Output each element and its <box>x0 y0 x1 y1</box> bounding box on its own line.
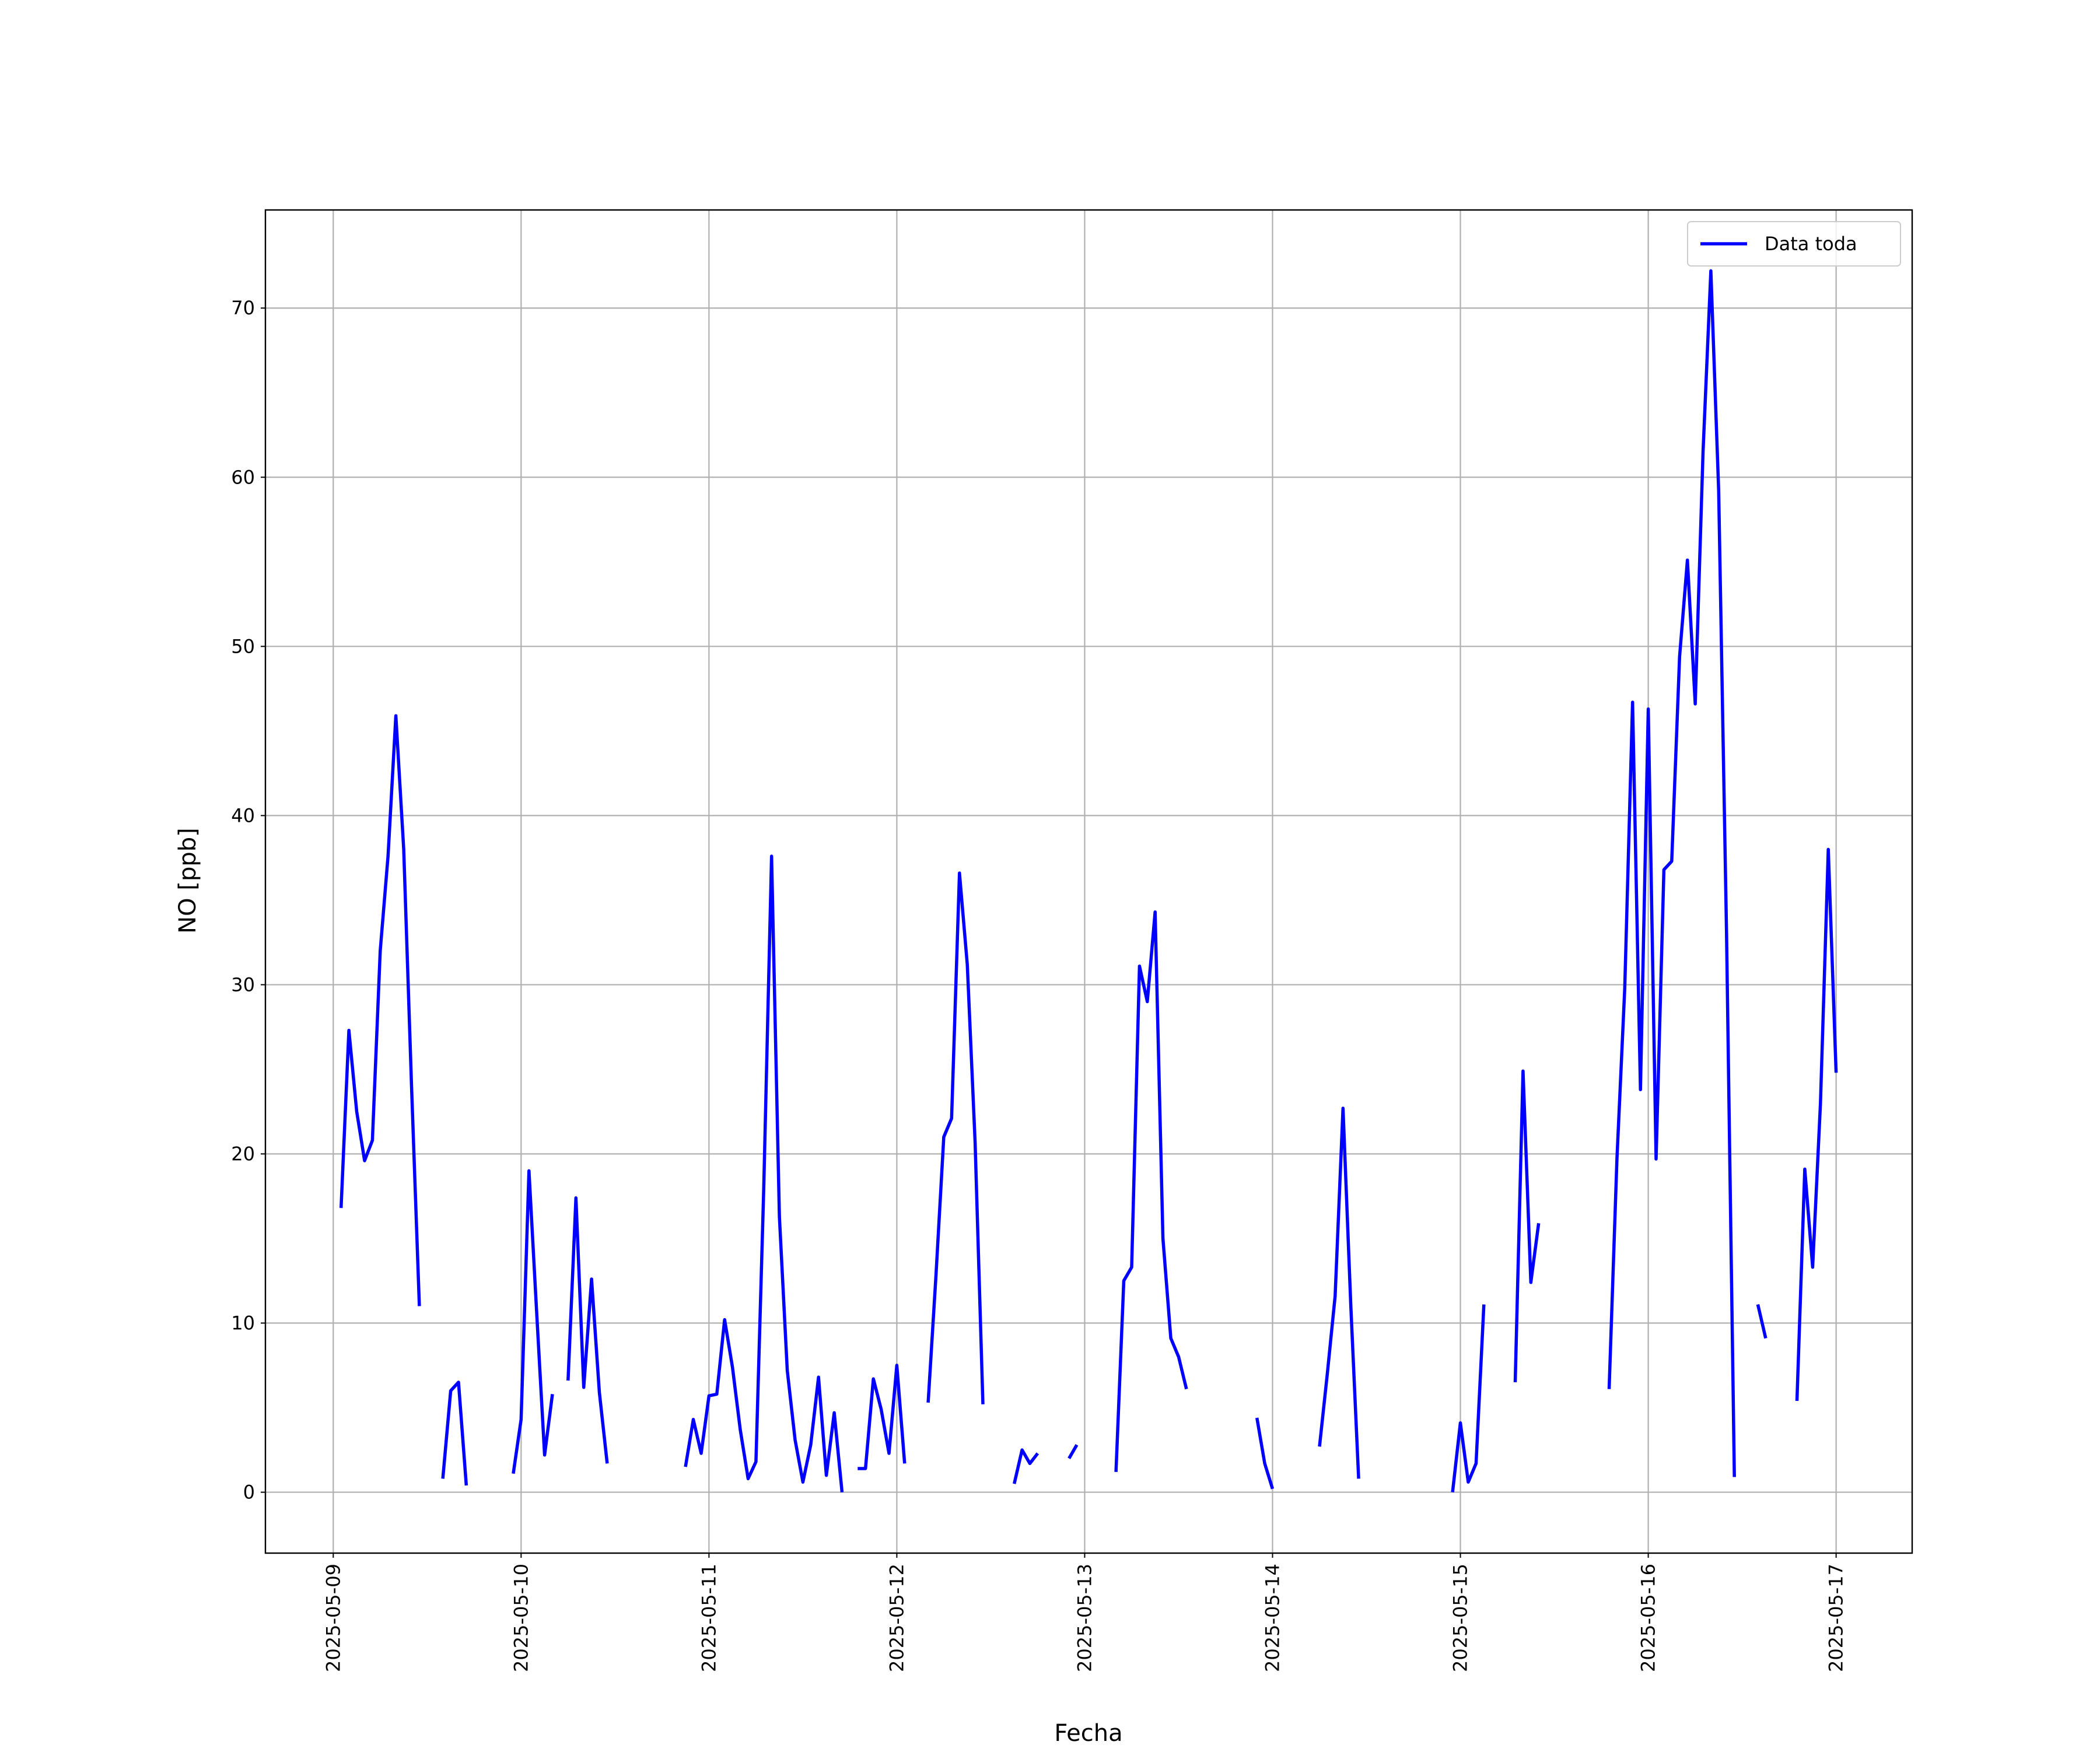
y-tick-label: 20 <box>231 1143 255 1165</box>
legend-label: Data toda <box>1765 233 1857 255</box>
x-tick-label: 2025-05-10 <box>510 1564 532 1672</box>
y-axis-label: NO [ppb] <box>174 828 201 934</box>
y-tick-label: 70 <box>231 297 255 319</box>
y-tick-label: 0 <box>243 1481 255 1504</box>
y-tick-label: 30 <box>231 973 255 996</box>
x-tick-label: 2025-05-15 <box>1450 1564 1472 1672</box>
x-tick-label: 2025-05-11 <box>698 1564 720 1672</box>
x-tick-label: 2025-05-12 <box>886 1564 908 1672</box>
x-tick-label: 2025-05-13 <box>1073 1564 1096 1672</box>
x-tick-label: 2025-05-17 <box>1825 1564 1847 1672</box>
y-tick-label: 50 <box>231 635 255 657</box>
legend-box <box>1687 221 1901 267</box>
x-axis-label: Fecha <box>1054 1720 1122 1747</box>
plot-frame <box>264 209 1913 1554</box>
y-tick-label: 60 <box>231 466 255 488</box>
x-tick-label: 2025-05-16 <box>1637 1564 1660 1672</box>
x-tick-label: 2025-05-09 <box>322 1564 344 1672</box>
x-tick-label: 2025-05-14 <box>1261 1564 1283 1672</box>
y-tick-label: 10 <box>231 1312 255 1334</box>
data-line <box>339 269 1838 1492</box>
y-tick-label: 40 <box>231 804 255 826</box>
